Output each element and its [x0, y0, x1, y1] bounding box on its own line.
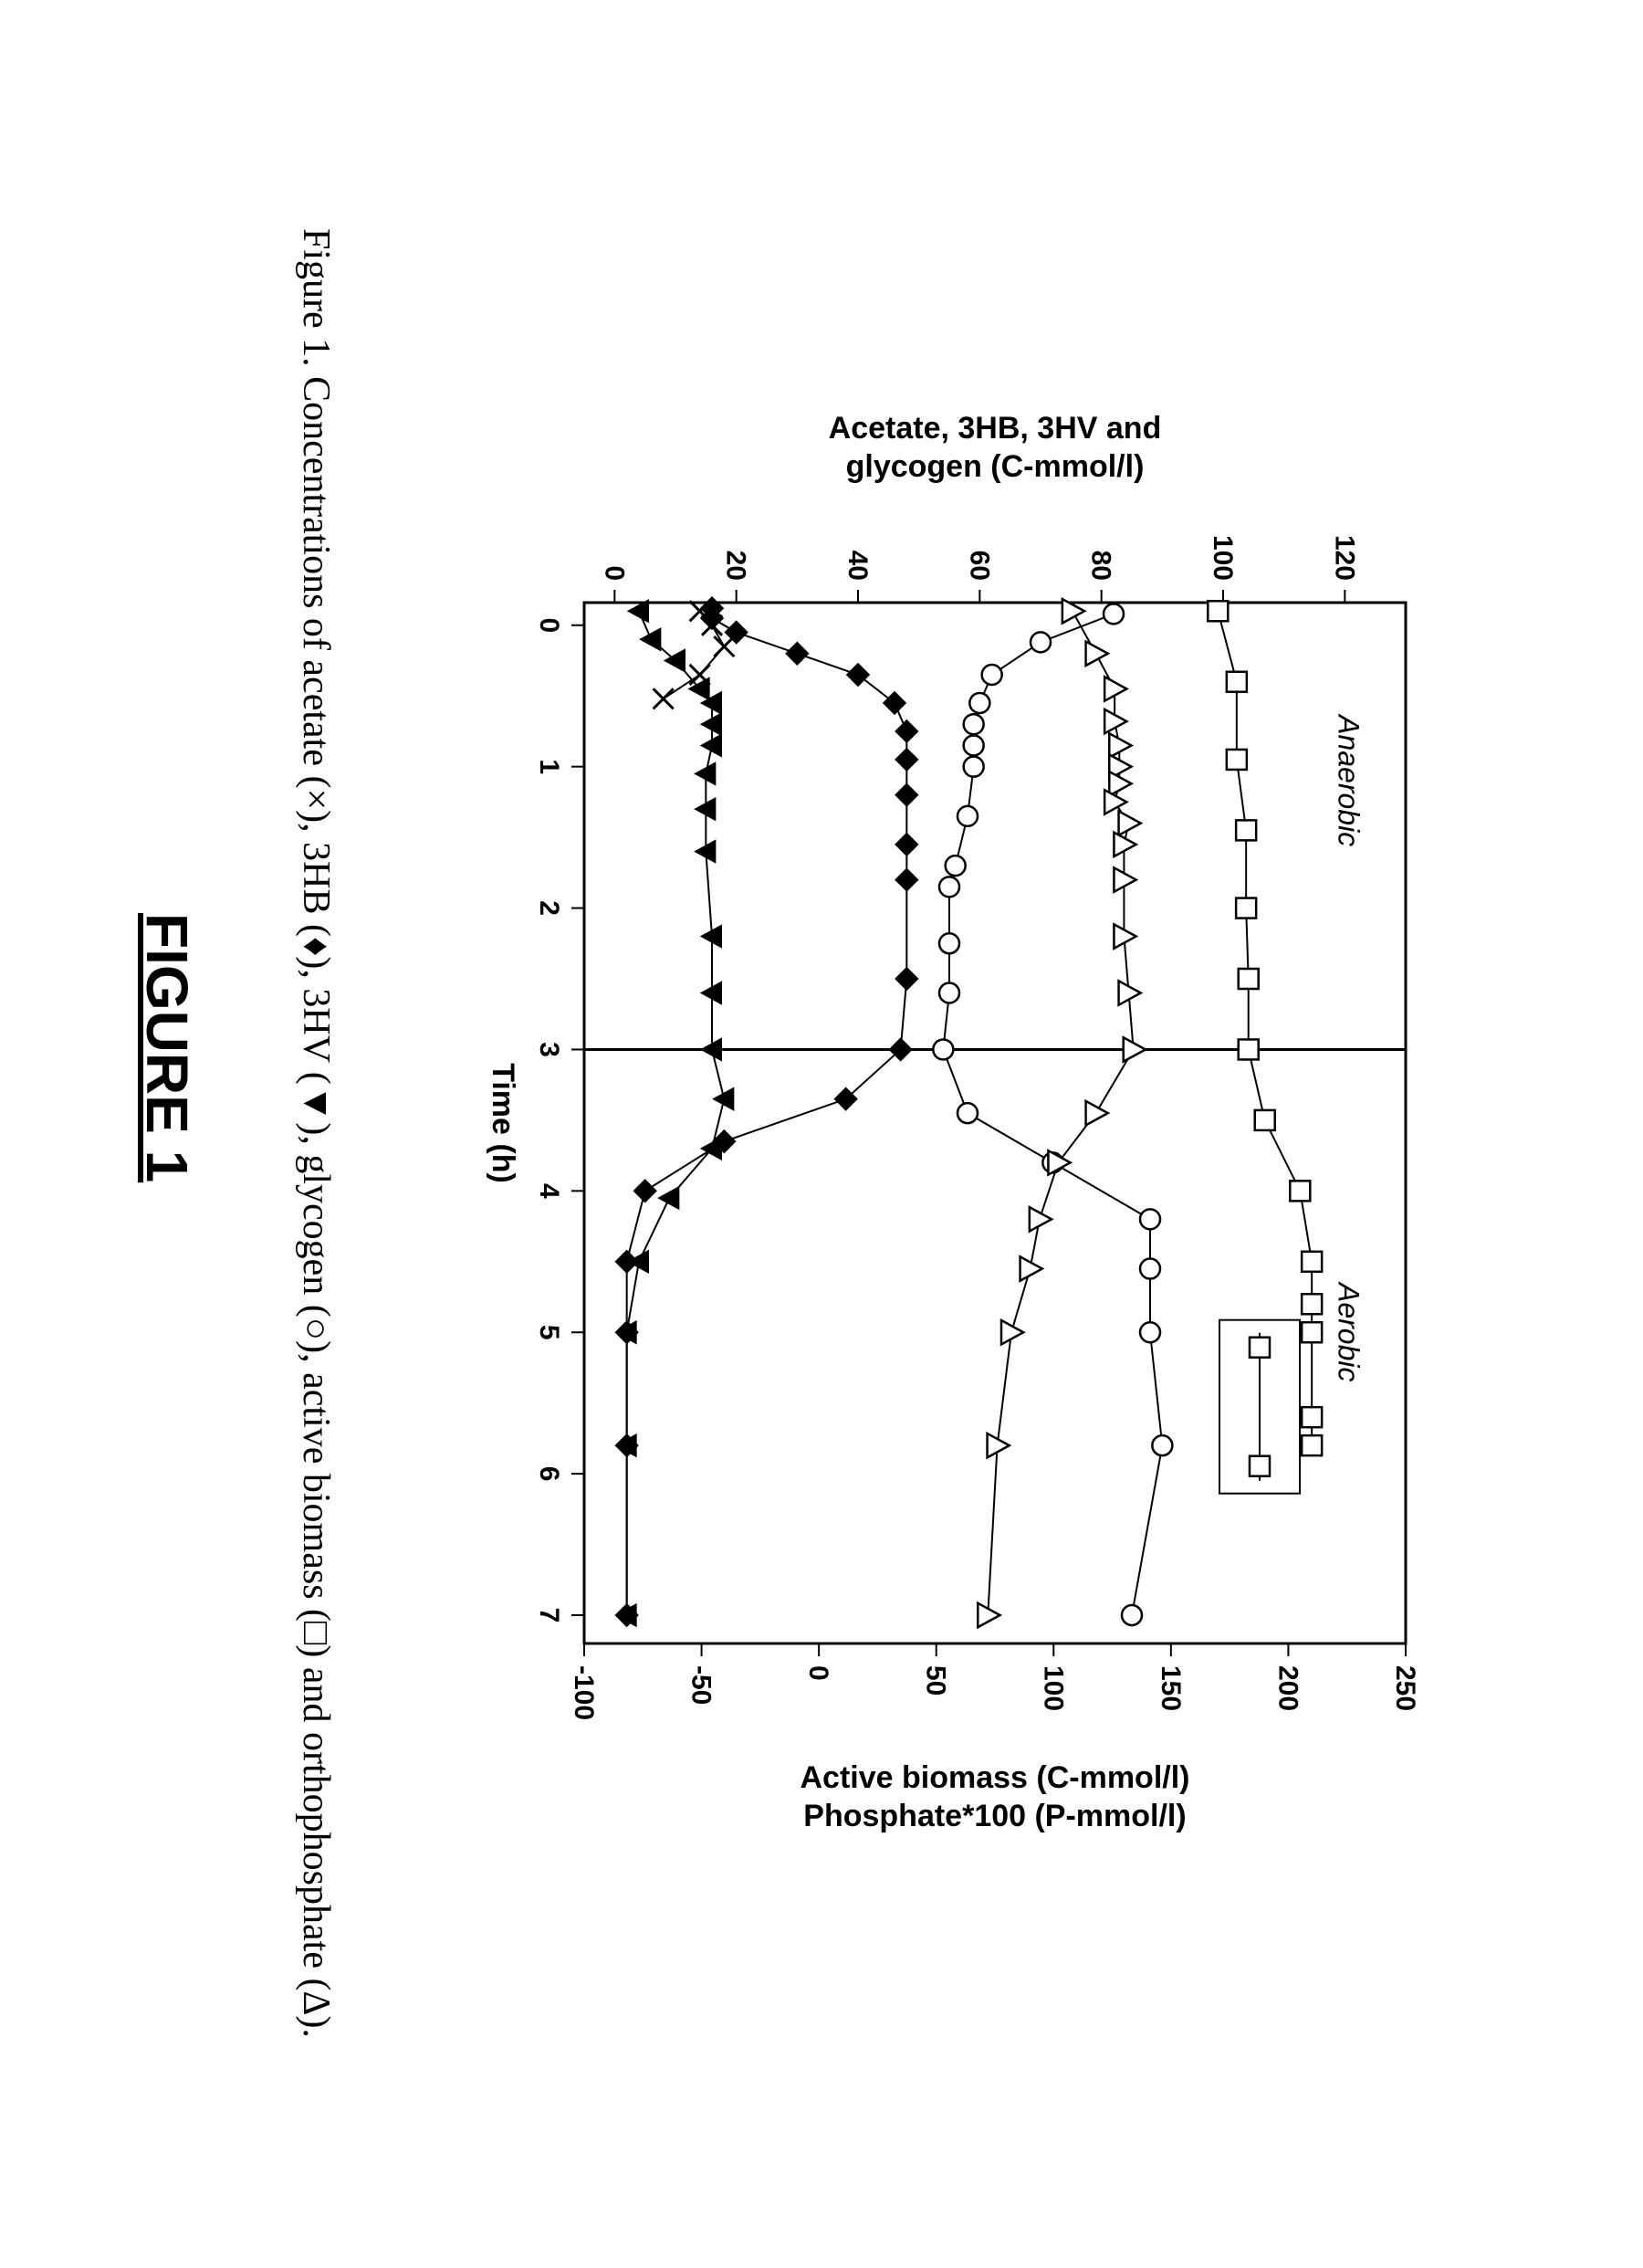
chart-svg: 0 1 2 3 4 5 6 7 Time (h) 0 20 40 60 80 100 120 Acetate, … — [365, 365, 1460, 1917]
svg-text:-100: -100 — [569, 1665, 599, 1720]
svg-text:100: 100 — [1208, 535, 1238, 581]
svg-text:150: 150 — [1156, 1665, 1186, 1711]
svg-text:5: 5 — [534, 1325, 564, 1340]
svg-text:120: 120 — [1329, 535, 1359, 581]
chart-figure: 0 1 2 3 4 5 6 7 Time (h) 0 20 40 60 80 100 120 Acetate, … — [365, 365, 1460, 1917]
svg-text:glycogen (C-mmol/l): glycogen (C-mmol/l) — [846, 449, 1145, 484]
svg-text:Active biomass (C-mmol/l): Active biomass (C-mmol/l) — [801, 1760, 1190, 1795]
svg-text:0: 0 — [599, 565, 629, 581]
svg-text:0: 0 — [803, 1665, 833, 1681]
svg-text:Aerobic: Aerobic — [1333, 1281, 1366, 1382]
svg-text:40: 40 — [842, 551, 873, 581]
svg-text:250: 250 — [1390, 1665, 1420, 1711]
svg-text:Phosphate*100 (P-mmol/l): Phosphate*100 (P-mmol/l) — [803, 1799, 1186, 1833]
figure-caption: Figure 1. Concentrations of acetate (×),… — [294, 228, 338, 2054]
svg-text:6: 6 — [534, 1466, 564, 1482]
svg-text:50: 50 — [921, 1665, 951, 1696]
svg-text:4: 4 — [534, 1183, 564, 1199]
svg-text:-50: -50 — [686, 1665, 717, 1705]
svg-text:Time (h): Time (h) — [486, 1063, 520, 1183]
svg-text:Acetate, 3HB, 3HV and: Acetate, 3HB, 3HV and — [829, 411, 1162, 446]
svg-text:2: 2 — [534, 900, 564, 916]
figure-label: FIGURE 1 — [133, 913, 201, 1182]
svg-text:Anaerobic: Anaerobic — [1333, 713, 1366, 846]
svg-text:1: 1 — [534, 759, 564, 774]
svg-text:0: 0 — [534, 617, 564, 633]
svg-text:3: 3 — [534, 1042, 564, 1057]
svg-text:7: 7 — [534, 1608, 564, 1623]
svg-text:60: 60 — [964, 551, 994, 581]
svg-text:80: 80 — [1086, 551, 1116, 581]
svg-text:100: 100 — [1038, 1665, 1068, 1711]
svg-text:200: 200 — [1272, 1665, 1303, 1711]
svg-text:20: 20 — [721, 551, 751, 581]
